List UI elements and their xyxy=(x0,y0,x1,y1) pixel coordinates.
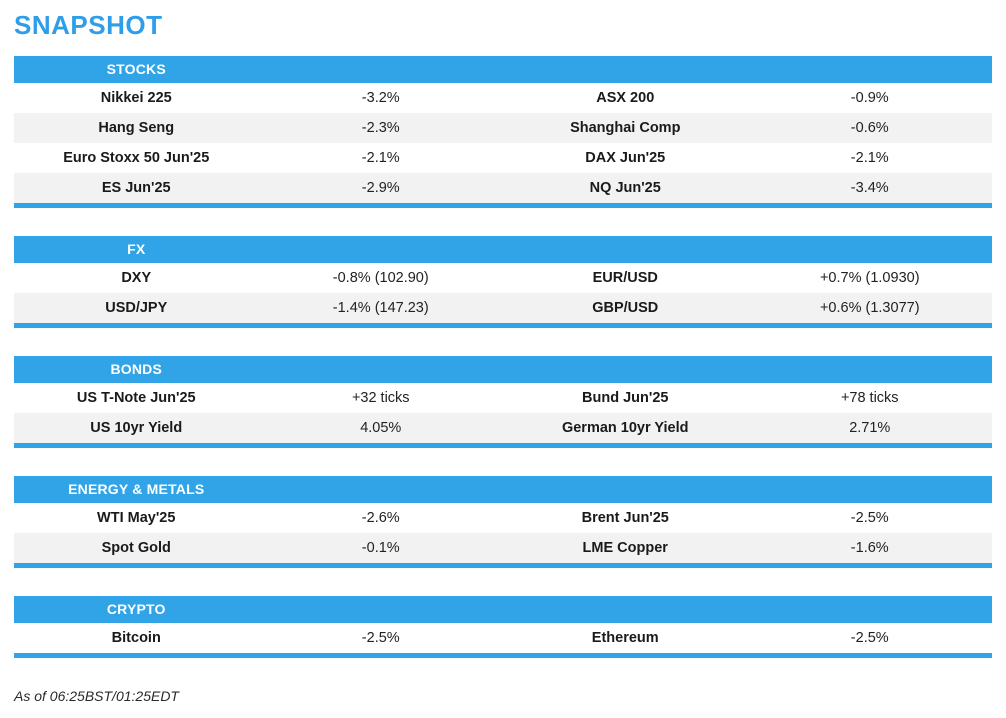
instrument-change: +32 ticks xyxy=(351,390,410,406)
section-header-label: CRYPTO xyxy=(106,601,166,617)
instrument-change: +0.6% (1.3077) xyxy=(819,300,920,316)
instrument-change: 4.05% xyxy=(360,420,402,436)
table-row: USD/JPY -1.4% (147.23) GBP/USD +0.6% (1.… xyxy=(14,293,992,323)
instrument-change: 2.71% xyxy=(849,420,891,436)
instrument-name: WTI May'25 xyxy=(97,510,176,526)
page-title: SNAPSHOT xyxy=(14,10,163,40)
section-fx: FX DXY -0.8% (102.90) EUR/USD +0.7% (1.0… xyxy=(14,236,992,328)
instrument-name: German 10yr Yield xyxy=(561,420,689,436)
section-stocks: STOCKS Nikkei 225 -3.2% ASX 200 -0.9% Ha… xyxy=(14,56,992,208)
instrument-change: -3.2% xyxy=(361,90,400,106)
section-bottom-rule xyxy=(14,653,992,658)
instrument-name: GBP/USD xyxy=(592,300,659,316)
instrument-name: DXY xyxy=(121,270,152,286)
section-header-bonds: BONDS xyxy=(14,356,992,383)
instrument-change: -0.9% xyxy=(850,90,889,106)
instrument-change: -1.6% xyxy=(850,540,889,556)
instrument-name: LME Copper xyxy=(582,540,668,556)
instrument-name: US 10yr Yield xyxy=(90,420,183,436)
instrument-name: ASX 200 xyxy=(596,90,655,106)
section-energy-metals: ENERGY & METALS WTI May'25 -2.6% Brent J… xyxy=(14,476,992,568)
table-row: US T-Note Jun'25 +32 ticks Bund Jun'25 +… xyxy=(14,383,992,413)
instrument-change: -3.4% xyxy=(850,180,889,196)
instrument-change: -1.4% (147.23) xyxy=(332,300,429,316)
table-row: Hang Seng -2.3% Shanghai Comp -0.6% xyxy=(14,113,992,143)
instrument-change: -0.1% xyxy=(361,540,400,556)
table-row: Euro Stoxx 50 Jun'25 -2.1% DAX Jun'25 -2… xyxy=(14,143,992,173)
instrument-change: -2.5% xyxy=(850,510,889,526)
table-row: Nikkei 225 -3.2% ASX 200 -0.9% xyxy=(14,83,992,113)
section-bottom-rule xyxy=(14,443,992,448)
instrument-name: EUR/USD xyxy=(592,270,658,286)
section-crypto: CRYPTO Bitcoin -2.5% Ethereum -2.5% xyxy=(14,596,992,658)
instrument-change: -2.5% xyxy=(850,630,889,646)
instrument-name: Hang Seng xyxy=(98,120,175,136)
instrument-name: US T-Note Jun'25 xyxy=(76,390,196,406)
instrument-name: DAX Jun'25 xyxy=(585,150,666,166)
table-row: DXY -0.8% (102.90) EUR/USD +0.7% (1.0930… xyxy=(14,263,992,293)
instrument-name: ES Jun'25 xyxy=(101,180,171,196)
instrument-name: NQ Jun'25 xyxy=(589,180,661,196)
section-bottom-rule xyxy=(14,323,992,328)
section-header-crypto: CRYPTO xyxy=(14,596,992,623)
section-header-label: STOCKS xyxy=(106,61,166,77)
table-row: ES Jun'25 -2.9% NQ Jun'25 -3.4% xyxy=(14,173,992,203)
instrument-name: Euro Stoxx 50 Jun'25 xyxy=(63,150,210,166)
instrument-change: -2.1% xyxy=(361,150,400,166)
table-row: WTI May'25 -2.6% Brent Jun'25 -2.5% xyxy=(14,503,992,533)
section-header-label: FX xyxy=(127,241,146,257)
section-header-label: ENERGY & METALS xyxy=(68,481,205,497)
section-bonds: BONDS US T-Note Jun'25 +32 ticks Bund Ju… xyxy=(14,356,992,448)
section-bottom-rule xyxy=(14,563,992,568)
instrument-change: -2.9% xyxy=(361,180,400,196)
section-header-stocks: STOCKS xyxy=(14,56,992,83)
section-header-fx: FX xyxy=(14,236,992,263)
table-row: Bitcoin -2.5% Ethereum -2.5% xyxy=(14,623,992,653)
table-row: US 10yr Yield 4.05% German 10yr Yield 2.… xyxy=(14,413,992,443)
instrument-change: +78 ticks xyxy=(840,390,899,406)
timestamp-note: As of 06:25BST/01:25EDT xyxy=(14,688,179,704)
instrument-change: -2.3% xyxy=(361,120,400,136)
instrument-change: -0.6% xyxy=(850,120,889,136)
section-header-label: BONDS xyxy=(110,361,163,377)
section-header-energy-metals: ENERGY & METALS xyxy=(14,476,992,503)
instrument-change: +0.7% (1.0930) xyxy=(819,270,920,286)
instrument-change: -2.1% xyxy=(850,150,889,166)
instrument-name: Nikkei 225 xyxy=(100,90,172,106)
instrument-name: Bund Jun'25 xyxy=(582,390,669,406)
instrument-name: Brent Jun'25 xyxy=(581,510,669,526)
instrument-name: USD/JPY xyxy=(105,300,168,316)
instrument-change: -2.6% xyxy=(361,510,400,526)
instrument-change: -0.8% (102.90) xyxy=(332,270,429,286)
instrument-name: Ethereum xyxy=(591,630,659,646)
section-bottom-rule xyxy=(14,203,992,208)
instrument-name: Shanghai Comp xyxy=(570,120,681,136)
instrument-name: Bitcoin xyxy=(111,630,161,646)
table-row: Spot Gold -0.1% LME Copper -1.6% xyxy=(14,533,992,563)
instrument-name: Spot Gold xyxy=(101,540,171,556)
instrument-change: -2.5% xyxy=(361,630,400,646)
